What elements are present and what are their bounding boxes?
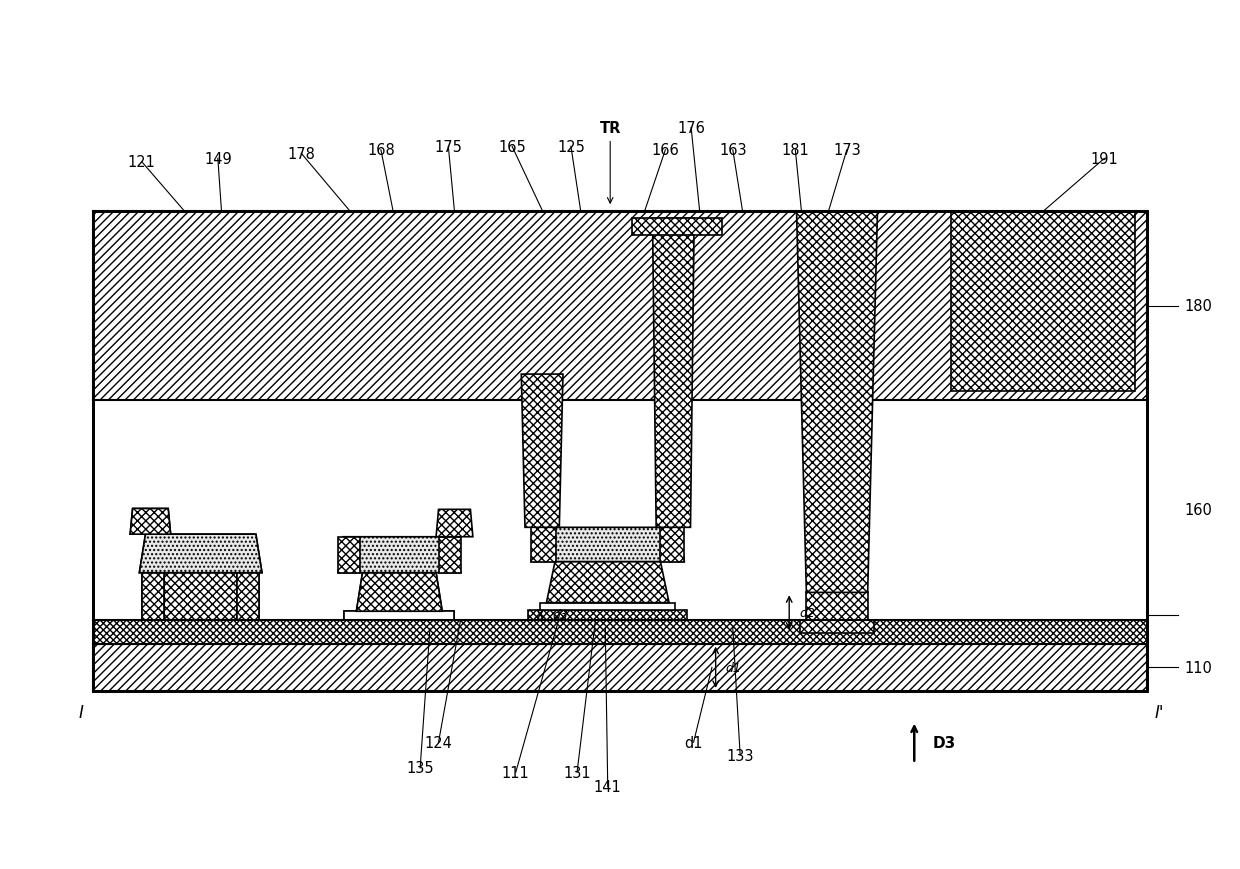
Polygon shape bbox=[320, 503, 479, 620]
Text: 175: 175 bbox=[434, 140, 463, 155]
Polygon shape bbox=[130, 509, 171, 534]
Polygon shape bbox=[143, 567, 259, 573]
Polygon shape bbox=[436, 510, 472, 537]
Text: d1: d1 bbox=[725, 661, 742, 674]
Bar bbox=[93, 212, 1147, 691]
Text: d3: d3 bbox=[553, 608, 568, 621]
Text: 133: 133 bbox=[727, 747, 754, 763]
Polygon shape bbox=[806, 593, 868, 620]
Text: 110: 110 bbox=[1184, 660, 1211, 675]
Polygon shape bbox=[531, 527, 556, 562]
Polygon shape bbox=[139, 534, 262, 573]
Text: 163: 163 bbox=[719, 143, 746, 158]
Text: 149: 149 bbox=[203, 152, 232, 167]
Polygon shape bbox=[356, 573, 443, 612]
Polygon shape bbox=[345, 612, 455, 620]
Polygon shape bbox=[140, 505, 277, 620]
Polygon shape bbox=[155, 573, 247, 620]
Text: 178: 178 bbox=[288, 147, 315, 162]
Bar bbox=[93, 212, 1147, 691]
Polygon shape bbox=[660, 527, 684, 562]
Text: I': I' bbox=[1154, 703, 1164, 721]
Polygon shape bbox=[631, 219, 723, 236]
Text: 111: 111 bbox=[502, 765, 529, 779]
Polygon shape bbox=[521, 375, 563, 527]
Text: D3: D3 bbox=[932, 735, 956, 750]
Text: 160: 160 bbox=[1184, 502, 1211, 518]
Text: 191: 191 bbox=[1090, 152, 1118, 167]
Polygon shape bbox=[143, 573, 165, 620]
Polygon shape bbox=[93, 212, 1147, 620]
Polygon shape bbox=[800, 620, 874, 633]
Text: 176: 176 bbox=[677, 121, 706, 136]
Polygon shape bbox=[528, 610, 687, 620]
Polygon shape bbox=[547, 562, 670, 603]
Polygon shape bbox=[356, 573, 443, 612]
Text: d2: d2 bbox=[799, 607, 815, 620]
Polygon shape bbox=[541, 603, 675, 610]
Text: d1: d1 bbox=[684, 735, 703, 750]
Polygon shape bbox=[155, 573, 247, 620]
Polygon shape bbox=[439, 537, 460, 573]
Polygon shape bbox=[130, 509, 171, 534]
Polygon shape bbox=[951, 212, 1135, 392]
Text: TR: TR bbox=[599, 121, 621, 136]
Text: 125: 125 bbox=[557, 140, 585, 155]
Text: 131: 131 bbox=[563, 765, 591, 779]
Polygon shape bbox=[531, 527, 684, 562]
Polygon shape bbox=[93, 620, 1147, 644]
Text: 124: 124 bbox=[424, 735, 453, 750]
Polygon shape bbox=[139, 534, 262, 573]
Polygon shape bbox=[143, 573, 165, 620]
Text: 173: 173 bbox=[833, 143, 861, 158]
Polygon shape bbox=[237, 573, 259, 620]
Polygon shape bbox=[796, 212, 878, 593]
Text: 181: 181 bbox=[781, 143, 810, 158]
Text: 135: 135 bbox=[407, 760, 434, 775]
Text: 141: 141 bbox=[594, 779, 621, 794]
Polygon shape bbox=[93, 212, 1147, 401]
Text: I: I bbox=[78, 703, 83, 721]
Text: 121: 121 bbox=[128, 155, 156, 170]
Polygon shape bbox=[339, 537, 460, 573]
Text: 180: 180 bbox=[1184, 299, 1211, 314]
Text: 166: 166 bbox=[651, 143, 680, 158]
Polygon shape bbox=[237, 573, 259, 620]
Polygon shape bbox=[339, 537, 360, 573]
Polygon shape bbox=[652, 219, 694, 527]
Polygon shape bbox=[93, 644, 1147, 691]
Text: 165: 165 bbox=[498, 140, 526, 155]
Polygon shape bbox=[345, 612, 455, 620]
Text: 168: 168 bbox=[367, 143, 394, 158]
